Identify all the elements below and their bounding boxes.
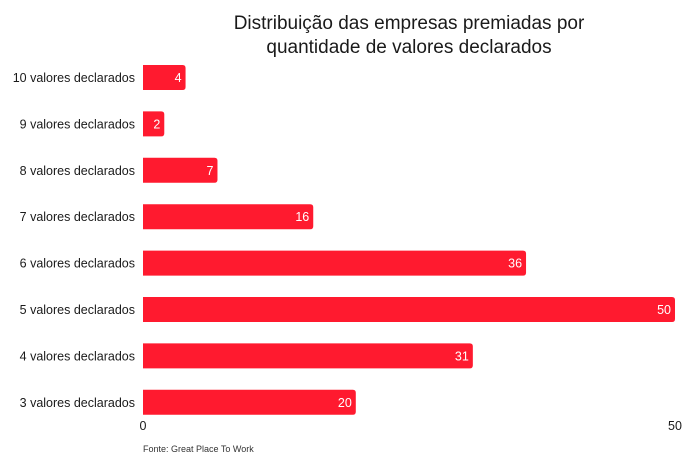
bar (143, 204, 314, 230)
bar-value-label: 31 (455, 349, 469, 363)
bars-group: 10 valores declarados 4 9 valores declarad… (13, 65, 675, 415)
bar-value-label: 50 (657, 303, 671, 317)
bar-value-label: 4 (175, 71, 182, 85)
x-tick-label: 0 (140, 419, 147, 433)
category-label: 8 valores declarados (20, 164, 135, 178)
bar (143, 343, 473, 369)
chart-title-line-1: Distribuição das empresas premiadas por (234, 13, 585, 34)
bar-value-label: 2 (153, 117, 160, 131)
bar-value-label: 20 (338, 396, 352, 410)
bar-value-label: 16 (295, 210, 309, 224)
bar (143, 297, 675, 322)
chart-title-line-2: quantidade de valores declarados (266, 37, 551, 58)
x-axis-ticks: 0 50 (140, 419, 682, 433)
chart-source: Fonte: Great Place To Work (143, 444, 254, 454)
category-label: 7 valores declarados (20, 210, 135, 224)
bar (143, 157, 218, 183)
category-label: 9 valores declarados (20, 117, 135, 131)
category-label: 5 valores declarados (20, 303, 135, 317)
bar-value-label: 7 (207, 164, 214, 178)
category-label: 6 valores declarados (20, 257, 135, 271)
bar (143, 250, 527, 276)
category-label: 3 valores declarados (20, 396, 135, 410)
category-label: 10 valores declarados (13, 71, 135, 85)
bar (143, 389, 356, 415)
category-label: 4 valores declarados (20, 349, 135, 363)
bar (143, 65, 186, 90)
bar (143, 111, 165, 137)
x-tick-label: 50 (668, 419, 682, 433)
bar-value-label: 36 (508, 257, 522, 271)
